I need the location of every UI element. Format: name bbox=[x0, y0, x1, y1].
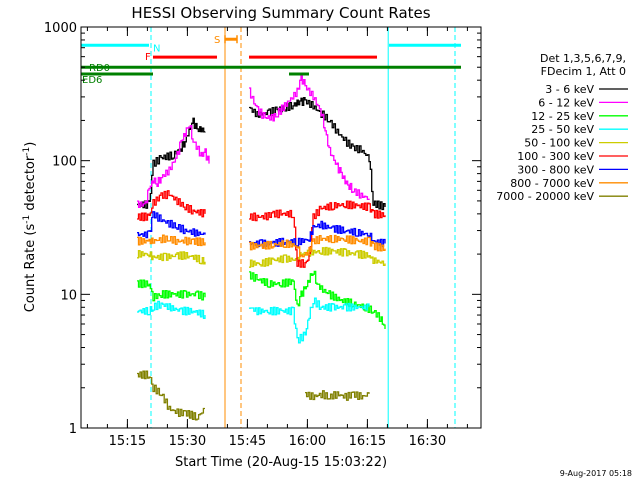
x-tick-label: 15:30 bbox=[169, 434, 206, 449]
series-line-7000-20000-kev bbox=[305, 390, 370, 401]
x-tick-label: 15:15 bbox=[109, 434, 146, 449]
legend-label: 7000 - 20000 keV bbox=[496, 190, 594, 203]
plot-frame bbox=[80, 26, 482, 429]
chart-title: HESSI Observing Summary Count Rates bbox=[131, 4, 430, 22]
series-line-300-800-kev bbox=[137, 211, 206, 239]
legend-label: 12 - 25 keV bbox=[531, 110, 594, 123]
y-tick-label: 100 bbox=[52, 155, 77, 170]
y-tick-label: 1000 bbox=[44, 21, 77, 36]
legend-header: Det 1,3,5,6,7,9, bbox=[540, 52, 626, 65]
legend-label: 50 - 100 keV bbox=[524, 137, 594, 150]
series-line-50-100-kev bbox=[249, 246, 386, 268]
series-line-3-6-kev bbox=[249, 96, 386, 211]
series-line-12-25-kev bbox=[249, 270, 386, 329]
x-axis-label: Start Time (20-Aug-15 15:03:22) bbox=[175, 455, 387, 470]
x-tick-label: 16:00 bbox=[289, 434, 326, 449]
series-line-3-6-kev bbox=[137, 117, 206, 209]
legend-label: 300 - 800 keV bbox=[517, 163, 594, 176]
series-line-25-50-kev bbox=[137, 300, 206, 319]
series-line-7000-20000-kev bbox=[137, 370, 205, 421]
state-label-ed6: ED6 bbox=[82, 75, 102, 86]
x-tick-label: 15:45 bbox=[229, 434, 266, 449]
series-line-25-50-kev bbox=[249, 297, 370, 344]
legend-label: 6 - 12 keV bbox=[538, 96, 594, 109]
series-line-6-12-kev bbox=[249, 73, 370, 201]
series-line-6-12-kev bbox=[137, 124, 210, 209]
x-tick-label: 16:15 bbox=[349, 434, 386, 449]
y-tick-label: 1 bbox=[69, 422, 77, 437]
footer-timestamp: 9-Aug-2017 05:18 bbox=[560, 469, 632, 478]
state-label-f: F bbox=[145, 52, 151, 63]
series-line-800-7000-kev bbox=[137, 234, 206, 247]
series-line-800-7000-kev bbox=[249, 234, 386, 258]
state-label-s: S bbox=[214, 35, 220, 46]
series-line-100-300-kev bbox=[249, 200, 386, 268]
series-line-50-100-kev bbox=[137, 250, 206, 265]
legend-label: 25 - 50 keV bbox=[531, 123, 594, 136]
x-tick-label: 16:30 bbox=[409, 434, 446, 449]
y-tick-label: 10 bbox=[60, 288, 77, 303]
legend-label: 800 - 7000 keV bbox=[510, 177, 594, 190]
legend-header: FDecim 1, Att 0 bbox=[541, 65, 626, 78]
legend-label: 3 - 6 keV bbox=[545, 83, 594, 96]
state-label-rd0: RD0 bbox=[89, 63, 110, 74]
legend-label: 100 - 300 keV bbox=[517, 150, 594, 163]
series-line-12-25-kev bbox=[137, 279, 206, 302]
state-label-n: N bbox=[153, 43, 160, 54]
y-axis-label: Count Rate (s-1 detector-1) bbox=[22, 142, 38, 313]
series-line-100-300-kev bbox=[137, 190, 206, 222]
